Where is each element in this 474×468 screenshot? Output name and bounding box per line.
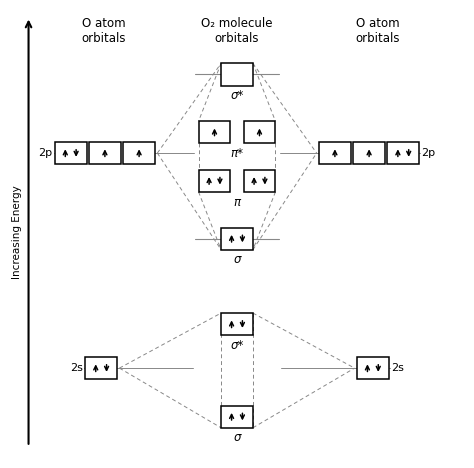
- FancyBboxPatch shape: [353, 142, 385, 164]
- Text: 2p: 2p: [421, 148, 436, 158]
- Text: π: π: [233, 196, 241, 209]
- Text: 2s: 2s: [391, 363, 404, 373]
- FancyBboxPatch shape: [55, 142, 87, 164]
- FancyBboxPatch shape: [387, 142, 419, 164]
- FancyBboxPatch shape: [244, 121, 275, 143]
- FancyBboxPatch shape: [357, 357, 389, 379]
- Text: Increasing Energy: Increasing Energy: [12, 185, 22, 278]
- Text: σ*: σ*: [230, 339, 244, 352]
- FancyBboxPatch shape: [89, 142, 121, 164]
- Text: σ: σ: [233, 254, 241, 266]
- FancyBboxPatch shape: [244, 170, 275, 192]
- Text: 2s: 2s: [70, 363, 83, 373]
- Text: O₂ molecule
orbitals: O₂ molecule orbitals: [201, 17, 273, 44]
- Text: σ: σ: [233, 431, 241, 445]
- Text: π*: π*: [230, 147, 244, 160]
- FancyBboxPatch shape: [221, 313, 253, 335]
- FancyBboxPatch shape: [199, 121, 230, 143]
- Text: 2p: 2p: [38, 148, 53, 158]
- FancyBboxPatch shape: [221, 227, 253, 250]
- FancyBboxPatch shape: [319, 142, 351, 164]
- FancyBboxPatch shape: [85, 357, 117, 379]
- FancyBboxPatch shape: [221, 406, 253, 428]
- FancyBboxPatch shape: [123, 142, 155, 164]
- Text: O atom
orbitals: O atom orbitals: [81, 17, 126, 44]
- Text: σ*: σ*: [230, 89, 244, 102]
- FancyBboxPatch shape: [199, 170, 230, 192]
- FancyBboxPatch shape: [221, 63, 253, 86]
- Text: O atom
orbitals: O atom orbitals: [356, 17, 400, 44]
